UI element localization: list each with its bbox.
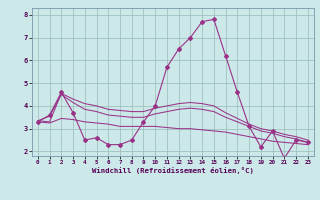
X-axis label: Windchill (Refroidissement éolien,°C): Windchill (Refroidissement éolien,°C) [92,167,254,174]
